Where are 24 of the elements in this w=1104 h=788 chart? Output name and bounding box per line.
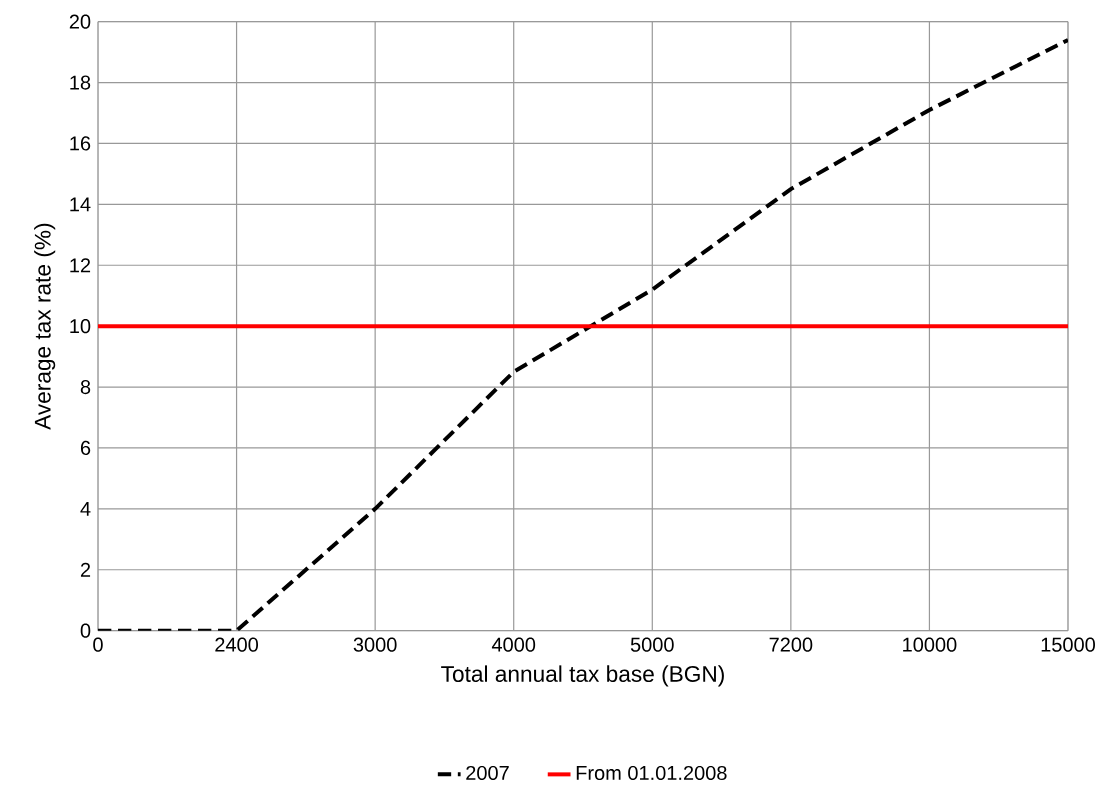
y-tick-label: 14: [70, 197, 91, 212]
x-tick-label: 3000: [353, 637, 397, 652]
y-tick-label: 0: [80, 623, 91, 638]
x-tick-label: 5000: [630, 637, 674, 652]
y-tick-label: 18: [70, 75, 91, 90]
y-tick-label: 20: [69, 14, 91, 29]
y-tick-label: 10: [70, 318, 91, 334]
x-tick-label: 15000: [1041, 637, 1095, 652]
y-tick-label: 2: [80, 562, 91, 577]
y-tick-label: 4: [80, 501, 91, 516]
x-tick-label: 4000: [491, 637, 536, 652]
x-tick-label: 10000: [903, 637, 957, 652]
line-series: [98, 37, 1068, 631]
x-tick-label: 7200: [769, 637, 813, 652]
y-tick-label: 12: [70, 258, 91, 273]
legend-label: From 01.01.2008: [576, 765, 727, 780]
legend-label: 2007: [466, 765, 509, 780]
y-tick-label: 16: [70, 136, 91, 151]
x-axis-title: Total annual tax base (BGN): [441, 665, 724, 687]
y-axis-title: Average tax rate (%): [34, 223, 56, 430]
x-tick-label: 0: [93, 637, 103, 652]
x-tick-label: 2400: [215, 637, 259, 652]
y-tick-label: 8: [80, 379, 91, 395]
y-tick-label: 6: [80, 440, 91, 455]
